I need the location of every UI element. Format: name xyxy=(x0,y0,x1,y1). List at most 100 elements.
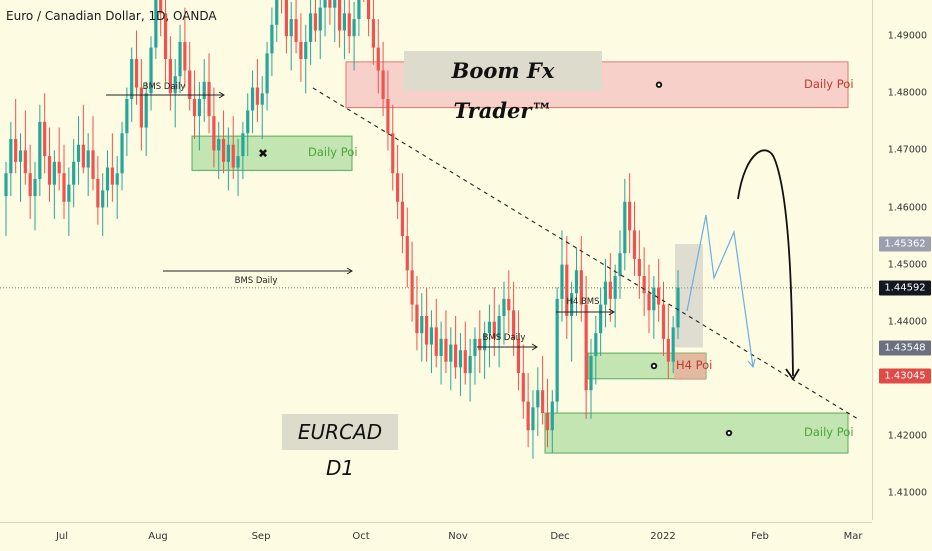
candle-body xyxy=(429,327,434,345)
candle-body xyxy=(294,19,298,42)
trendline xyxy=(312,87,859,420)
time-tick-label: Sep xyxy=(251,531,271,542)
candle-body xyxy=(347,13,351,37)
candle-body xyxy=(38,121,42,179)
time-tick-label: Aug xyxy=(148,531,168,542)
candle-body xyxy=(555,298,559,402)
poi-zones: ✖ xyxy=(191,61,849,454)
price-tick-label: 1.48000 xyxy=(887,87,927,99)
target-arrow xyxy=(737,149,794,377)
candle-body xyxy=(236,156,240,168)
candle-body xyxy=(270,24,274,54)
candle-body xyxy=(444,338,448,362)
candle-body xyxy=(265,53,269,94)
candle-body xyxy=(357,0,361,20)
candle-body xyxy=(91,150,95,179)
candle-body xyxy=(550,401,554,431)
candle-body xyxy=(536,390,540,408)
candle-body xyxy=(632,230,637,259)
time-tick-label: Feb xyxy=(751,531,769,542)
candle-body xyxy=(72,161,76,185)
candle-body xyxy=(483,333,487,351)
candle-body xyxy=(608,281,612,299)
candle-body xyxy=(342,13,347,31)
candle-body xyxy=(599,304,603,334)
time-tick-label: 2022 xyxy=(650,531,676,542)
candle-body xyxy=(226,144,230,162)
bms-label: BMS Daily xyxy=(142,82,186,92)
zone-label: Daily Poi xyxy=(804,425,854,440)
price-tick-label: 1.41000 xyxy=(887,487,927,499)
candle-body xyxy=(410,270,414,305)
candle-body xyxy=(468,355,472,374)
candle-body xyxy=(289,19,293,37)
pair-timeframe-label: EURCAD D1 xyxy=(282,414,398,480)
candle-body xyxy=(541,390,545,414)
candle-body xyxy=(14,138,18,162)
candle-body xyxy=(449,344,453,362)
candle-body xyxy=(415,304,419,334)
candle-body xyxy=(531,407,535,431)
candle-body xyxy=(221,138,226,162)
candle-body xyxy=(246,110,250,134)
candle-body xyxy=(521,373,525,402)
candle-body xyxy=(159,0,163,14)
candle-body xyxy=(458,350,463,368)
candle-body xyxy=(584,304,588,391)
time-axis[interactable]: Jul Aug Sep Oct Nov Dec 2022 Feb Mar xyxy=(0,522,872,551)
price-range-box xyxy=(675,244,703,348)
zone-marker-dot-core xyxy=(657,83,661,87)
candle-body xyxy=(502,298,506,316)
h4-poi-highlight xyxy=(674,353,706,380)
candle-body xyxy=(376,47,380,71)
candle-body xyxy=(487,321,492,334)
bms-arrowhead xyxy=(608,308,615,316)
price-tick-label: 1.46000 xyxy=(887,202,927,213)
candle-body xyxy=(110,167,114,185)
candle-body xyxy=(676,287,680,328)
candle-body xyxy=(463,350,467,374)
candle-body xyxy=(4,173,8,197)
price-axis[interactable]: 1.530001.520001.510001.500001.490001.480… xyxy=(872,0,932,520)
candle-body xyxy=(313,13,318,31)
price-tick-label: 1.49000 xyxy=(887,30,927,42)
candle-body xyxy=(23,150,27,174)
candle-body xyxy=(130,59,134,100)
candle-body xyxy=(304,41,308,60)
candle-body xyxy=(260,93,264,105)
candle-body xyxy=(67,184,71,202)
zone-marker-dot-core xyxy=(652,364,656,368)
candle-body xyxy=(642,276,646,294)
candle-body xyxy=(526,401,530,431)
candle-body xyxy=(43,121,47,157)
bms-arrowhead xyxy=(218,91,225,99)
candle-body xyxy=(149,47,153,94)
price-tag: 1.43548 xyxy=(879,340,931,355)
candle-body xyxy=(352,19,356,37)
candle-body xyxy=(134,59,139,88)
candle-body xyxy=(173,76,177,94)
candle-body xyxy=(657,287,661,305)
candle-body xyxy=(623,201,627,254)
candle-body xyxy=(178,41,182,77)
price-tag: 1.44592 xyxy=(879,280,931,296)
candle-body xyxy=(207,81,211,117)
candle-body xyxy=(661,304,666,339)
candle-body xyxy=(570,293,574,316)
candle-body xyxy=(9,138,13,174)
candle-body xyxy=(507,298,511,311)
candle-body xyxy=(47,156,52,185)
candle-body xyxy=(217,138,221,151)
candle-body xyxy=(18,150,23,162)
candle-body xyxy=(120,133,124,174)
candle-body xyxy=(86,150,90,168)
price-tick-label: 1.44000 xyxy=(887,316,927,328)
candle-body xyxy=(323,0,327,8)
candlesticks xyxy=(4,0,680,459)
price-chart[interactable]: ✖ xyxy=(0,0,872,522)
projection-arrowhead xyxy=(747,358,756,369)
candle-body xyxy=(671,327,675,362)
candle-body xyxy=(154,0,158,48)
candle-body xyxy=(647,293,651,311)
candle-body xyxy=(33,178,37,197)
